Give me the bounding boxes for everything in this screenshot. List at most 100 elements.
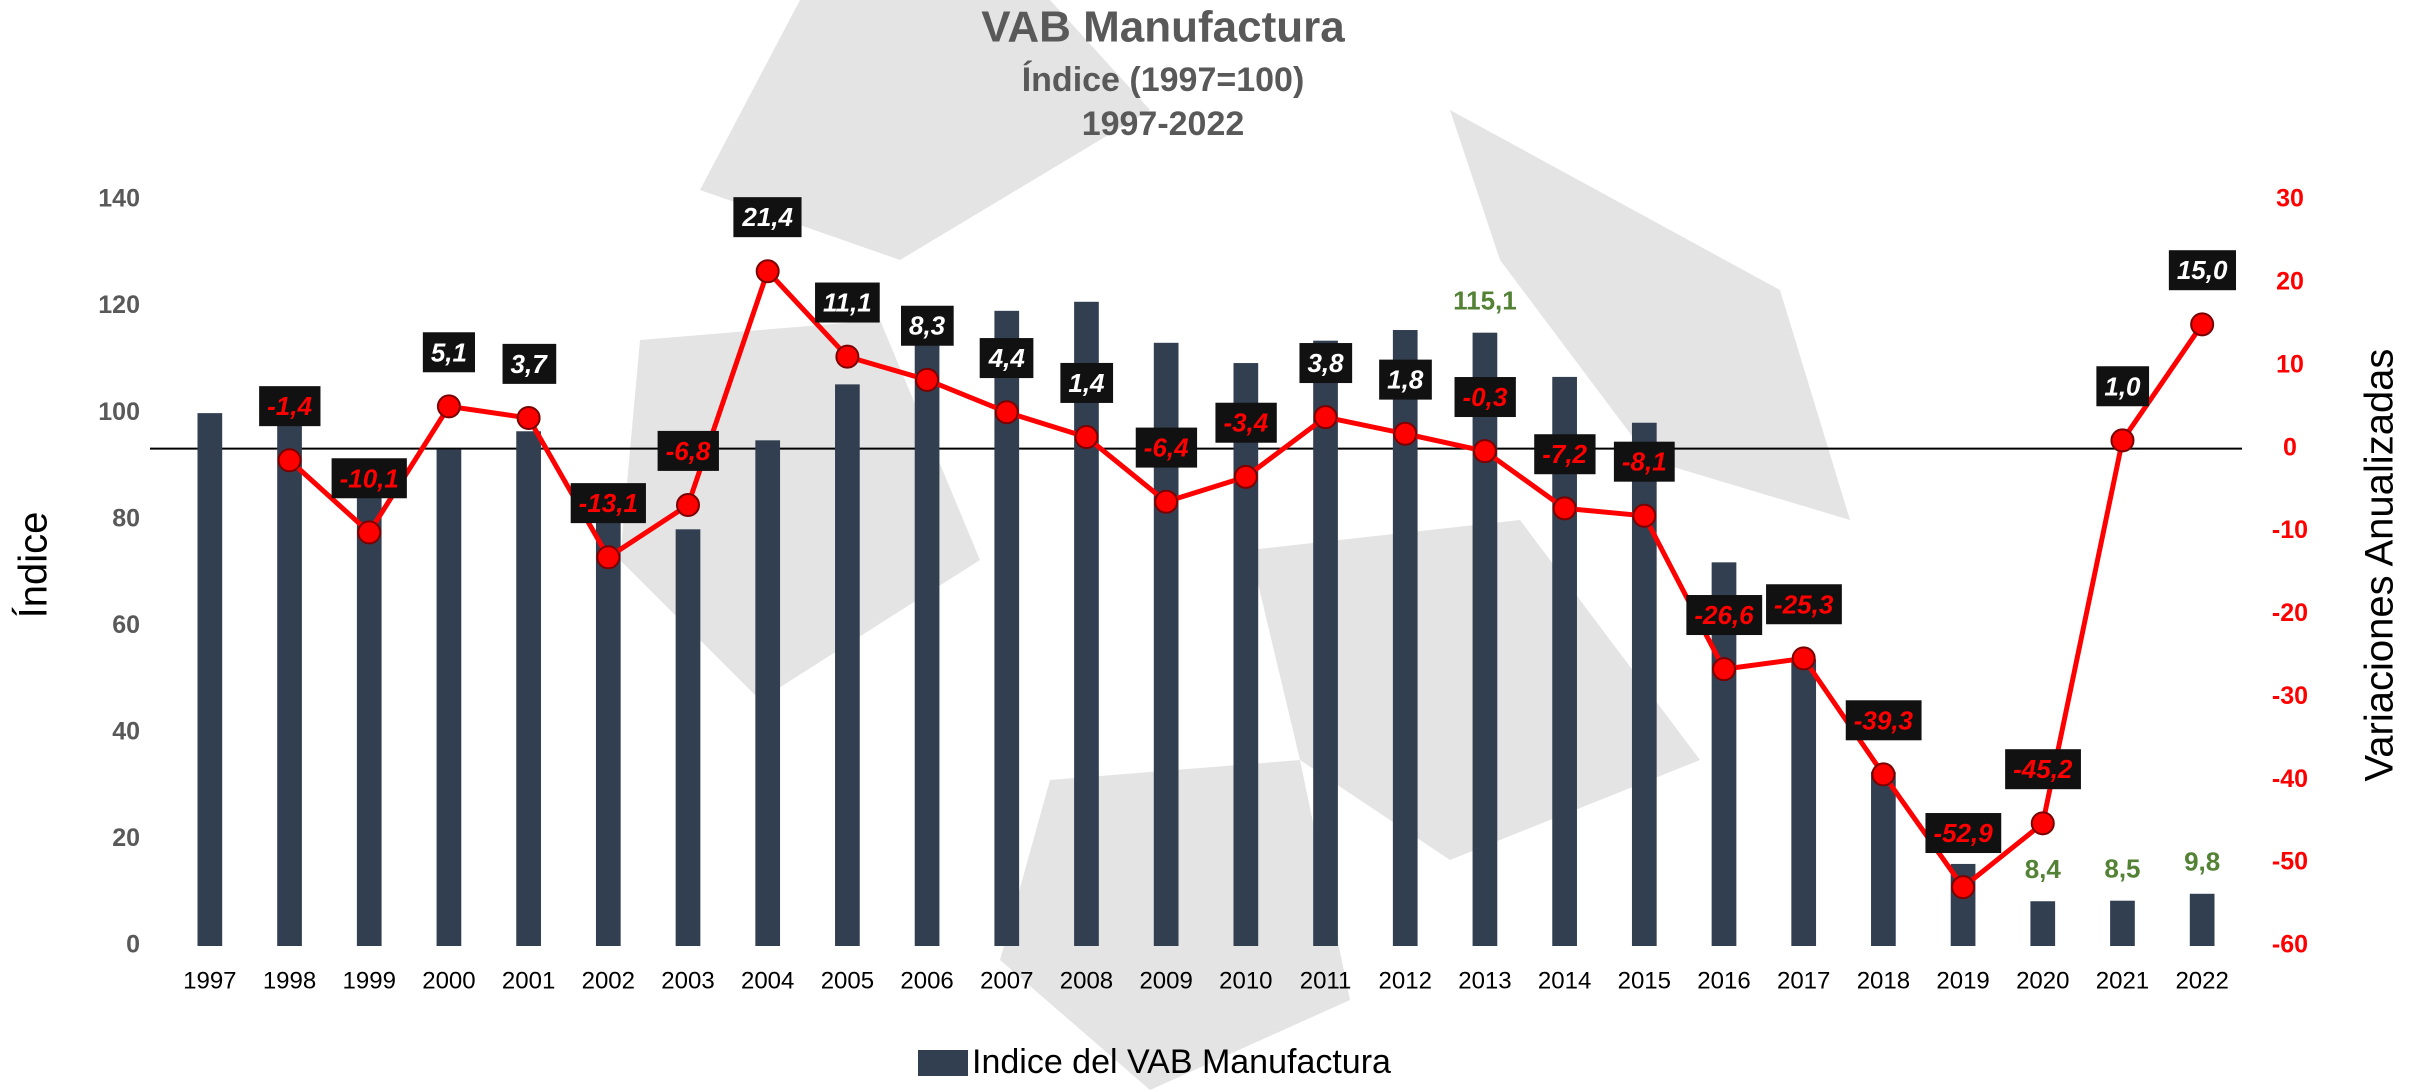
data-label-text: -26,6 (1694, 600, 1754, 630)
x-tick-label: 2010 (1219, 967, 1272, 994)
line-marker (1952, 876, 1974, 898)
x-tick-label: 2009 (1139, 967, 1192, 994)
bar (1632, 423, 1657, 946)
y-tick-label: 80 (112, 504, 140, 532)
y-tick-label: 0 (126, 931, 140, 959)
y2-axis-title: Variaciones Anualizadas (2358, 349, 2402, 782)
bar (676, 529, 701, 946)
data-label: -13,1 (571, 483, 646, 523)
legend-label: Indice del VAB Manufactura (972, 1043, 1391, 1081)
data-label: 4,4 (980, 338, 1034, 378)
data-label-text: -8,1 (1622, 447, 1667, 477)
x-tick-label: 2005 (821, 967, 874, 994)
x-tick-label: 2021 (2096, 967, 2149, 994)
line-marker (2032, 812, 2054, 834)
line-marker (2111, 429, 2133, 451)
data-label-text: 3,8 (1307, 348, 1344, 378)
line-marker (1633, 505, 1655, 527)
data-label: 1,8 (1379, 360, 1432, 400)
data-label-text: 21,4 (741, 202, 793, 232)
bar (2190, 894, 2215, 946)
chart: VAB Manufactura Índice (1997=100) 1997-2… (0, 0, 2419, 1090)
data-label-text: 8,3 (909, 311, 946, 341)
x-tick-label: 2001 (502, 967, 555, 994)
data-label: 8,3 (901, 306, 954, 346)
bar (1313, 341, 1338, 946)
y2-tick-label: -30 (2272, 682, 2308, 710)
data-label: -1,4 (259, 386, 320, 426)
y2-tick-label: -50 (2272, 848, 2308, 876)
x-tick-label: 2018 (1857, 967, 1910, 994)
line-marker (358, 521, 380, 543)
x-tick-label: 2008 (1060, 967, 1113, 994)
chart-subtitle: Índice (1997=100) (1022, 61, 1305, 99)
x-tick-label: 2006 (900, 967, 953, 994)
y-axis-title: Índice (11, 512, 56, 619)
bar (2110, 901, 2135, 946)
data-label: 5,1 (423, 332, 475, 372)
data-label-text: 4,4 (988, 343, 1026, 373)
y-tick-label: 140 (98, 185, 140, 213)
line-marker (1554, 497, 1576, 519)
data-label-text: -3,4 (1223, 408, 1268, 438)
bar (2030, 901, 2055, 946)
x-tick-label: 2004 (741, 967, 794, 994)
data-label-text: -25,3 (1774, 589, 1834, 619)
data-label-text: -10,1 (340, 463, 399, 493)
data-label-text: -7,2 (1542, 439, 1587, 469)
data-label-text: -6,4 (1144, 433, 1189, 463)
bar (835, 384, 860, 946)
x-tick-label: 2000 (422, 967, 475, 994)
bar (437, 449, 462, 946)
line-marker (597, 546, 619, 568)
data-label-text: 1,4 (1068, 368, 1105, 398)
data-label: 3,8 (1299, 343, 1352, 383)
bar (197, 413, 222, 946)
data-label: -8,1 (1614, 442, 1675, 482)
line-marker (996, 401, 1018, 423)
y-tick-label: 120 (98, 291, 140, 319)
data-label: -25,3 (1766, 584, 1842, 624)
line-marker (677, 494, 699, 516)
bar (1871, 772, 1896, 946)
x-tick-label: 2016 (1697, 967, 1750, 994)
y2-tick-label: -10 (2272, 516, 2308, 544)
data-label-text: -45,2 (2013, 754, 2073, 784)
line-marker (1155, 491, 1177, 513)
x-tick-label: 2020 (2016, 967, 2069, 994)
y2-tick-label: 0 (2283, 433, 2297, 461)
x-tick-label: 2013 (1458, 967, 1511, 994)
data-label: -39,3 (1846, 700, 1922, 740)
page: VAB Manufactura Índice (1997=100) 1997-2… (0, 0, 2419, 1090)
data-label: 15,0 (2169, 250, 2236, 290)
x-tick-label: 2019 (1936, 967, 1989, 994)
data-label: 11,1 (815, 283, 880, 323)
x-tick-label: 1998 (263, 967, 316, 994)
line-marker (2191, 313, 2213, 335)
y2-tick-label: -40 (2272, 765, 2308, 793)
line-marker (1872, 763, 1894, 785)
line-marker (916, 369, 938, 391)
line-marker (438, 395, 460, 417)
x-tick-label: 2011 (1300, 967, 1352, 994)
data-label: -6,4 (1136, 428, 1197, 468)
data-label-text: -0,3 (1463, 382, 1508, 412)
line-marker (757, 260, 779, 282)
y-tick-label: 60 (112, 611, 140, 639)
bar-value-label: 8,5 (2104, 854, 2140, 884)
data-label-text: 1,8 (1387, 365, 1424, 395)
line-marker (1474, 440, 1496, 462)
data-label: -10,1 (332, 458, 407, 498)
x-tick-label: 2015 (1618, 967, 1671, 994)
bar (1233, 363, 1258, 946)
y2-tick-label: 30 (2276, 185, 2304, 213)
x-tick-label: 1999 (343, 967, 396, 994)
line-marker (1075, 426, 1097, 448)
bar (915, 337, 940, 946)
x-tick-label: 2022 (2175, 967, 2228, 994)
y2-tick-label: 20 (2276, 267, 2304, 295)
legend-swatch (918, 1050, 968, 1076)
bar (1473, 333, 1498, 946)
data-label-text: 11,1 (823, 288, 872, 318)
y-tick-label: 100 (98, 398, 140, 426)
